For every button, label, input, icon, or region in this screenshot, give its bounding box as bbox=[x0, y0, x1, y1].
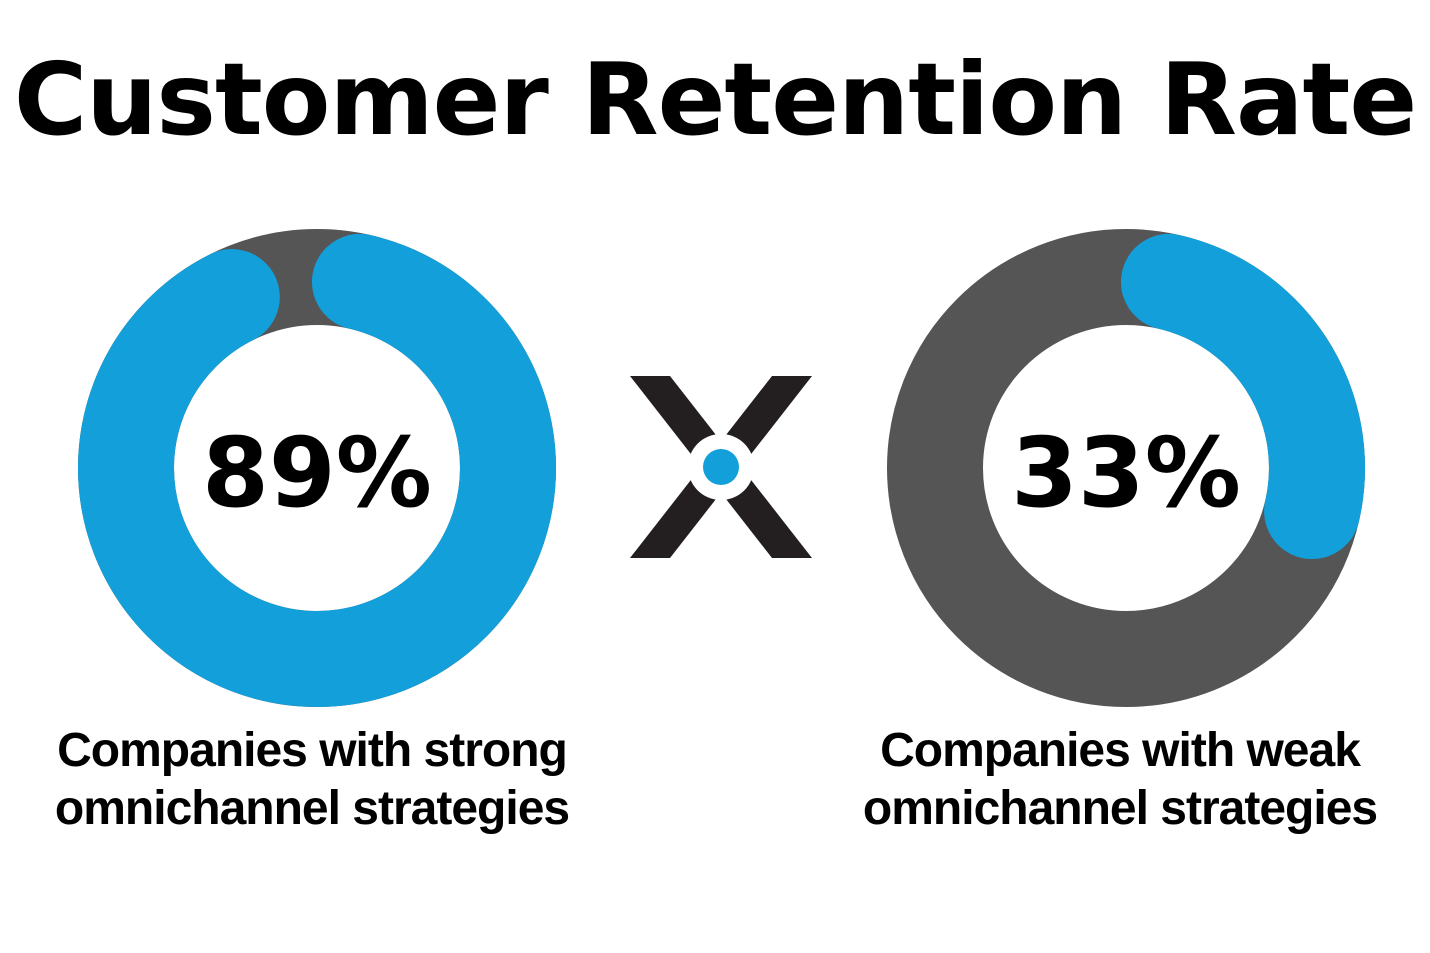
caption-line: omnichannel strategies bbox=[54, 782, 570, 835]
caption-line: Companies with weak bbox=[880, 724, 1361, 777]
caption-line: Companies with strong bbox=[57, 724, 568, 777]
percentage-label: 33% bbox=[1011, 417, 1241, 529]
caption-line: omnichannel strategies bbox=[862, 782, 1378, 835]
donut-chart-weak: 33% bbox=[886, 228, 1366, 708]
caption-weak: Companies with weak omnichannel strategi… bbox=[810, 722, 1430, 838]
x-versus-icon bbox=[630, 376, 812, 558]
page-title: Customer Retention Rate bbox=[13, 41, 1417, 158]
donut-ring-weak bbox=[887, 228, 1365, 707]
percentage-label: 89% bbox=[202, 417, 432, 529]
donut-chart-strong: 89% bbox=[77, 228, 557, 708]
donut-arc-value bbox=[887, 228, 1365, 707]
vs-dot bbox=[703, 449, 739, 485]
donut-ring-strong bbox=[78, 228, 556, 707]
caption-strong: Companies with strong omnichannel strate… bbox=[2, 722, 622, 838]
donut-arc-value bbox=[78, 228, 556, 707]
